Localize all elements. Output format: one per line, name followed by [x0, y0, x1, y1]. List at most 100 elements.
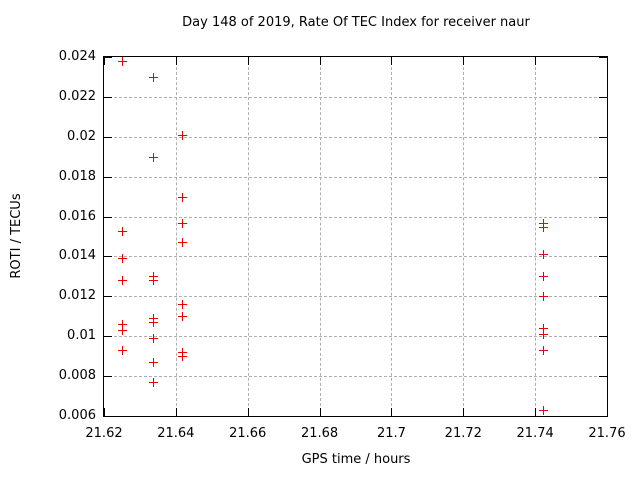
x-tick-mark	[535, 408, 537, 416]
y-gridline	[104, 216, 607, 218]
x-tick-label: 21.74	[516, 426, 554, 441]
x-tick-mark	[247, 408, 249, 416]
y-tick-mark	[104, 256, 112, 258]
data-point-marker	[148, 334, 158, 344]
y-tick-mark	[104, 57, 112, 58]
data-point-marker	[538, 330, 548, 340]
x-tick-label: 21.72	[444, 426, 482, 441]
data-point-marker	[538, 346, 548, 356]
data-point-marker	[117, 57, 127, 66]
data-point-marker	[148, 276, 158, 286]
y-tick-mark	[599, 176, 607, 178]
x-tick-mark	[463, 57, 465, 65]
y-tick-label: 0.014	[58, 248, 96, 264]
y-tick-mark	[599, 416, 607, 417]
x-gridline	[247, 57, 249, 416]
data-point-marker	[117, 226, 127, 236]
y-tick-mark	[104, 336, 112, 338]
y-tick-label: 0.012	[58, 288, 96, 304]
data-point-marker	[538, 324, 548, 334]
x-tick-mark	[535, 57, 537, 65]
data-point-marker	[178, 312, 188, 322]
data-point-marker	[117, 320, 127, 330]
chart-title: Day 148 of 2019, Rate Of TEC Index for r…	[182, 15, 530, 30]
x-gridline	[319, 57, 321, 416]
x-tick-mark	[391, 57, 393, 65]
data-point-marker	[117, 276, 127, 286]
y-tick-mark	[599, 136, 607, 138]
y-tick-mark	[599, 296, 607, 298]
y-tick-mark	[104, 136, 112, 138]
y-gridline	[104, 376, 607, 378]
y-tick-label: 0.024	[58, 49, 96, 64]
y-tick-mark	[104, 416, 112, 417]
x-tick-mark	[319, 408, 321, 416]
x-tick-mark	[104, 408, 105, 416]
y-gridline	[104, 336, 607, 338]
data-point-marker	[178, 352, 188, 362]
y-tick-mark	[599, 57, 607, 58]
data-point-marker	[538, 250, 548, 260]
x-tick-label: 21.76	[588, 426, 626, 441]
x-gridline	[463, 57, 465, 416]
y-tick-mark	[104, 216, 112, 218]
data-point-marker	[148, 72, 158, 82]
y-gridline	[104, 176, 607, 178]
x-axis-label: GPS time / hours	[301, 452, 411, 467]
y-tick-label: 0.022	[58, 88, 96, 104]
y-tick-label: 0.018	[58, 168, 96, 184]
x-gridline	[391, 57, 393, 416]
plot-area	[103, 56, 608, 417]
y-tick-mark	[599, 376, 607, 378]
x-tick-label: 21.62	[85, 426, 123, 441]
y-tick-label: 0.006	[58, 408, 96, 423]
data-point-marker	[538, 222, 548, 232]
x-tick-label: 21.66	[229, 426, 267, 441]
data-point-marker	[178, 238, 188, 248]
y-tick-label: 0.008	[58, 368, 96, 384]
data-point-marker	[148, 378, 158, 388]
x-gridline	[535, 57, 537, 416]
x-tick-mark	[607, 408, 608, 416]
y-gridline	[104, 136, 607, 138]
x-gridline	[175, 57, 177, 416]
y-tick-label: 0.02	[67, 128, 96, 144]
y-tick-mark	[599, 256, 607, 258]
data-point-marker	[178, 218, 188, 228]
y-tick-mark	[104, 176, 112, 178]
data-point-marker	[538, 292, 548, 302]
x-tick-mark	[175, 408, 177, 416]
y-axis-label: ROTI / TECUs	[9, 193, 24, 279]
data-point-marker	[148, 358, 158, 368]
y-tick-mark	[599, 336, 607, 338]
x-tick-mark	[247, 57, 249, 65]
y-tick-mark	[599, 96, 607, 98]
y-tick-label: 0.016	[58, 208, 96, 224]
x-tick-mark	[319, 57, 321, 65]
x-tick-label: 21.64	[157, 426, 195, 441]
y-tick-mark	[104, 376, 112, 378]
y-tick-mark	[599, 216, 607, 218]
data-point-marker	[538, 272, 548, 282]
y-tick-mark	[104, 96, 112, 98]
x-tick-mark	[463, 408, 465, 416]
x-tick-label: 21.68	[300, 426, 339, 441]
x-tick-mark	[104, 57, 105, 65]
x-tick-mark	[607, 57, 608, 65]
data-point-marker	[538, 406, 548, 416]
y-gridline	[104, 256, 607, 258]
data-point-marker	[178, 130, 188, 140]
data-point-marker	[117, 326, 127, 336]
data-point-marker	[148, 152, 158, 162]
x-tick-mark	[175, 57, 177, 65]
data-point-marker	[178, 192, 188, 202]
y-tick-label: 0.01	[67, 328, 96, 344]
data-point-marker	[117, 254, 127, 264]
y-gridline	[104, 96, 607, 98]
data-point-marker	[117, 346, 127, 356]
y-gridline	[104, 296, 607, 298]
x-tick-mark	[391, 408, 393, 416]
data-point-marker	[148, 318, 158, 328]
y-tick-mark	[104, 296, 112, 298]
